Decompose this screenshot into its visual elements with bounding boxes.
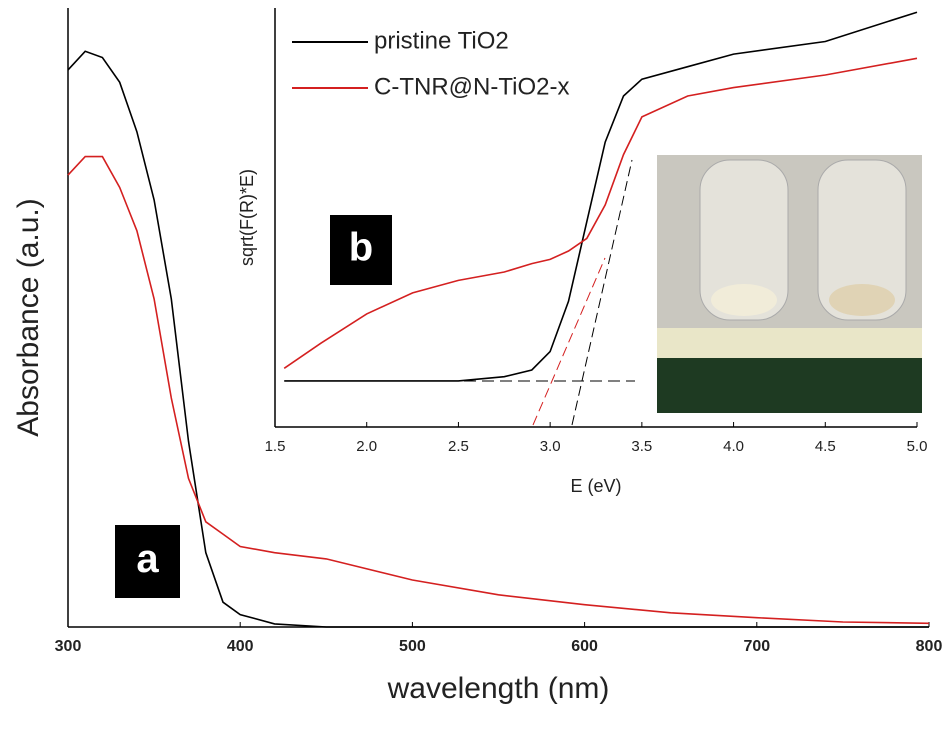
x-tick-label: 5.0 bbox=[907, 438, 928, 455]
x-tick-label: 2.0 bbox=[356, 438, 377, 455]
x-axis-label: wavelength (nm) bbox=[387, 672, 610, 705]
x-tick-label: 600 bbox=[571, 638, 598, 655]
x-tick-label: 4.5 bbox=[815, 438, 836, 455]
x-tick-label: 3.0 bbox=[540, 438, 561, 455]
data-line bbox=[283, 57, 918, 369]
y-axis-label: sqrt(F(R)*E) bbox=[237, 169, 257, 266]
x-tick-label: 2.5 bbox=[448, 438, 469, 455]
photo-powder bbox=[829, 284, 895, 316]
photo-tube bbox=[817, 159, 907, 321]
photo-powder bbox=[711, 284, 777, 316]
annotation-box bbox=[330, 215, 392, 285]
x-tick-label: 400 bbox=[227, 638, 254, 655]
photo-tube bbox=[699, 159, 789, 321]
x-tick-label: 4.0 bbox=[723, 438, 744, 455]
photo-banner bbox=[657, 358, 922, 413]
data-line bbox=[284, 11, 918, 382]
y-axis-label: Absorbance (a.u.) bbox=[12, 198, 45, 436]
photo-ruler bbox=[657, 328, 922, 358]
guide-line bbox=[571, 159, 633, 426]
annotation-box bbox=[115, 525, 180, 598]
x-tick-label: 3.5 bbox=[631, 438, 652, 455]
x-tick-label: 500 bbox=[399, 638, 426, 655]
x-axis-label: E (eV) bbox=[570, 476, 621, 496]
data-line bbox=[67, 50, 929, 628]
data-line bbox=[67, 155, 930, 625]
x-tick-label: 300 bbox=[55, 638, 82, 655]
legend-label: C-TNR@N-TiO2-x bbox=[374, 73, 569, 100]
legend-label: pristine TiO2 bbox=[374, 27, 509, 54]
x-tick-label: 800 bbox=[916, 638, 943, 655]
annotation: a bbox=[136, 537, 159, 581]
x-tick-label: 1.5 bbox=[265, 438, 286, 455]
x-tick-label: 700 bbox=[743, 638, 770, 655]
annotation: b bbox=[349, 226, 373, 270]
guide-line bbox=[532, 257, 606, 426]
